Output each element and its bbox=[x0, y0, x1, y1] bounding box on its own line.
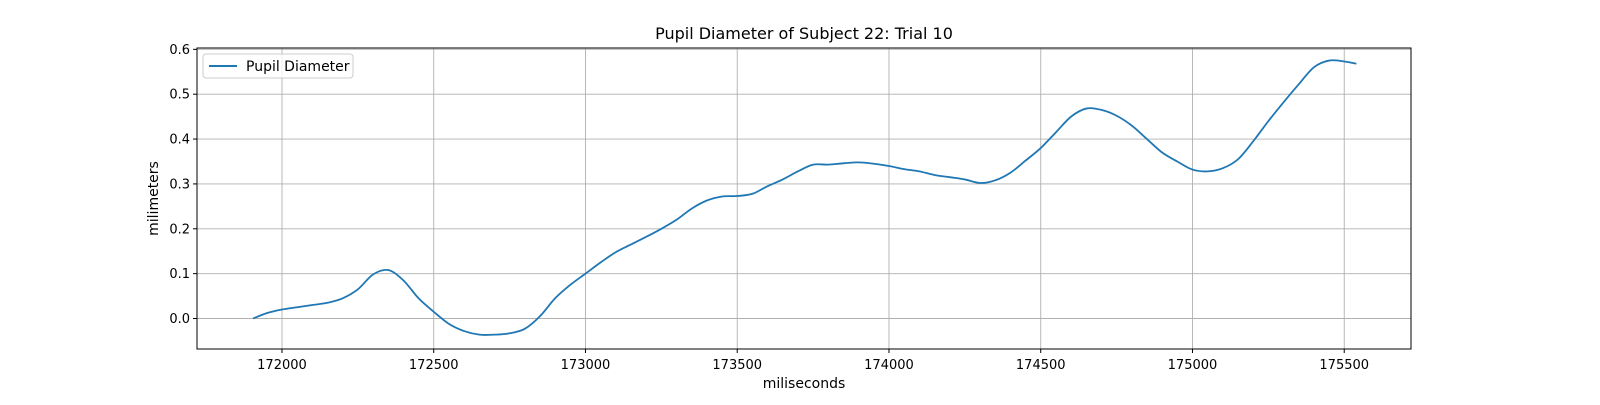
x-axis-ticks: 172000 172500 173000 173500 174000 174500 1750… bbox=[257, 349, 1369, 373]
y-tick-label: 0.6 bbox=[169, 43, 190, 58]
x-tick-label: 174500 bbox=[1016, 358, 1066, 373]
x-tick-label: 175000 bbox=[1168, 358, 1218, 373]
x-tick-label: 172000 bbox=[257, 358, 307, 373]
x-tick-label: 175500 bbox=[1319, 358, 1369, 373]
grid-layer bbox=[197, 48, 1411, 349]
series-line-pupil-diameter bbox=[252, 59, 1357, 336]
series-layer bbox=[252, 59, 1357, 336]
y-tick-label: 0.0 bbox=[169, 312, 190, 327]
y-tick-label: 0.1 bbox=[169, 267, 190, 282]
y-tick-label: 0.5 bbox=[169, 88, 190, 103]
y-tick-label: 0.3 bbox=[169, 177, 190, 192]
y-axis-label: milimeters bbox=[146, 161, 162, 236]
y-tick-label: 0.2 bbox=[169, 222, 190, 237]
y-axis-ticks: 0.0 0.1 0.2 0.3 0.4 0.5 0.6 bbox=[169, 43, 197, 327]
chart-title: Pupil Diameter of Subject 22: Trial 10 bbox=[655, 24, 953, 43]
legend-label-pupil-diameter: Pupil Diameter bbox=[246, 59, 350, 75]
x-tick-label: 174000 bbox=[864, 358, 914, 373]
plot-frame bbox=[196, 47, 1412, 350]
x-tick-label: 173000 bbox=[561, 358, 611, 373]
x-axis-label: miliseconds bbox=[763, 376, 846, 392]
x-tick-label: 172500 bbox=[409, 358, 459, 373]
y-tick-label: 0.4 bbox=[169, 133, 190, 148]
legend-box bbox=[202, 53, 354, 79]
legend: Pupil Diameter bbox=[202, 53, 354, 79]
x-tick-label: 173500 bbox=[712, 358, 762, 373]
